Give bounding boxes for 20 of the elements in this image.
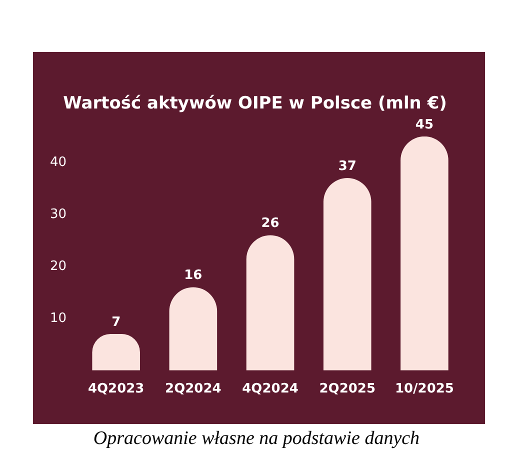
x-tick-label: 10/2025 [394,382,454,397]
y-tick-label: 30 [50,206,67,222]
bar [323,178,372,370]
y-tick-label: 20 [50,258,67,274]
data-label: 26 [261,216,280,232]
data-label: 37 [338,158,356,174]
x-tick-label: 4Q2023 [88,382,144,397]
chart-title: Wartość aktywów OIPE w Polsce (mln €) [63,94,447,114]
x-tick-label: 2Q2025 [319,382,376,397]
y-tick-label: 10 [50,310,67,326]
data-label: 45 [415,117,434,132]
bar [400,136,448,370]
bar [169,287,218,370]
text: Opracowanie własne na podstawie danych [92,428,421,450]
bar [246,235,294,370]
data-label: 16 [184,268,202,284]
x-tick-label: 2Q2024 [165,382,222,397]
y-tick-label: 40 [50,154,67,170]
x-tick-label: 4Q2024 [242,382,298,397]
data-label: 7 [112,314,121,330]
